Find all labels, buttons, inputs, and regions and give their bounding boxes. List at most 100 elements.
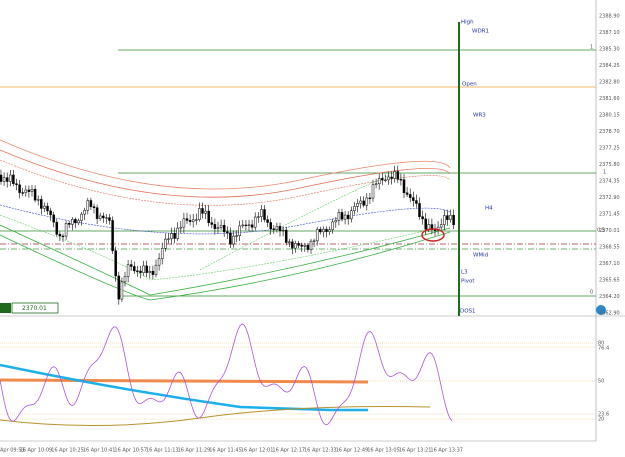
candle-body [278,226,282,232]
level-label: H4 [485,206,493,212]
candle-body [247,224,251,226]
candle-body [421,216,424,220]
time-tick-label: 16 Apr 13:05 [367,448,400,454]
indicator-tick-label: 80 [598,341,604,347]
candle-body [443,215,446,225]
candle-body [179,226,183,229]
price-tick-label: 2384.25 [599,63,620,69]
candle-body [213,224,217,229]
candle-body [12,174,15,184]
candle-body [46,205,49,212]
price-tick-label: 2368.55 [599,245,620,251]
band-line [0,149,451,198]
candle-body [182,218,186,228]
band-line [0,224,451,296]
price-tick-label: 2364.20 [599,294,620,300]
price-tick-label: 2374.35 [599,179,620,185]
candle-body [269,222,272,230]
candle-body [61,235,65,238]
candle-body [24,189,28,193]
price-tick-label: 2375.80 [599,162,620,168]
candle-body [67,223,71,225]
price-tick-label: 2377.25 [599,146,620,152]
candle-body [142,265,145,273]
candle-body [340,212,344,220]
time-tick-label: 16 Apr 11:13 [146,448,179,454]
candle-body [402,179,406,194]
orange-line [0,378,369,384]
price-tick-label: 2382.80 [599,80,620,86]
level-label: Open [462,82,477,88]
scroll-button[interactable] [596,305,606,315]
candle-body [235,235,238,237]
price-tick-label: 2385.30 [599,47,620,53]
time-tick-label: 16 Apr 13:21 [399,448,432,454]
candle-body [71,219,74,225]
candle-body [306,244,310,250]
candle-body [452,215,455,226]
candle-body [222,224,226,233]
candle-body [18,184,21,193]
candle-body [5,177,9,182]
price-tick-label: 2367.10 [599,261,620,267]
level-label: DOS1 [460,309,476,315]
candle-body [331,221,334,230]
price-tick-label: 2388.90 [599,14,620,20]
time-tick-label: 16 Apr 12:33 [304,448,337,454]
price-tick-label: 2380.15 [599,113,620,119]
candle-body [356,203,359,207]
candle-body [151,270,155,275]
candle-body [377,178,381,185]
candle-body [58,234,62,237]
candle-body [325,228,328,232]
candle-body [297,243,300,246]
candle-body [266,219,269,223]
candle-body [80,213,83,221]
candle-body [167,238,170,240]
time-tick-label: 16 Apr 10:41 [83,448,116,454]
time-tick-label: 16 Apr 10:57 [114,448,147,454]
candle-body [55,221,59,235]
band-line [199,174,391,271]
candle-body [263,209,266,220]
candle-body [170,233,173,240]
band-line [0,139,451,190]
toggle-button[interactable] [0,303,11,313]
candle-body [102,215,105,219]
band-line [0,159,451,206]
time-tick-label: 16 Apr 12:01 [241,448,274,454]
candle-body [232,235,235,245]
candle-body [89,200,93,207]
candle-body [216,227,220,229]
blue-line [0,363,368,412]
candle-body [2,177,6,182]
candle-body [43,205,46,209]
candle-body [238,225,241,236]
candle-body [133,266,136,272]
candle-body [387,176,390,181]
candle-body [92,206,96,208]
indicator-tick-label: 20 [598,417,604,423]
candle-body [139,270,142,273]
price-tick-label: 2387.10 [599,30,620,36]
candle-body [157,258,161,266]
price-box [11,302,59,314]
candle-body [368,197,372,199]
candle-body [188,220,192,222]
candle-body [250,224,254,228]
candle-body [111,220,114,251]
candle-body [300,245,303,247]
candle-body [86,200,90,211]
candle-body [185,218,189,221]
candle-body [105,217,108,219]
candle-body [405,192,409,195]
candle-body [49,210,52,216]
price-tick-label: 2370.01 [599,228,620,234]
fib-label: 1 [590,45,593,51]
candle-body [275,226,279,230]
indicator [0,323,596,427]
candle-body [284,229,288,243]
candle-body [393,171,396,179]
candle-body [0,174,3,182]
candle-body [337,212,341,221]
